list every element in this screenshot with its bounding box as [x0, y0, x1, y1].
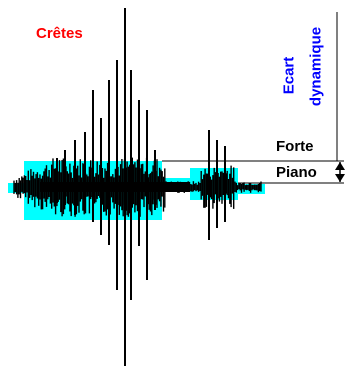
- waveform-core: [40, 182, 190, 192]
- piano-label: Piano: [276, 164, 317, 181]
- crests-label: Crêtes: [36, 25, 83, 42]
- dynamic-range-label-line1: Ecart: [280, 56, 298, 95]
- forte-label: Forte: [276, 138, 314, 155]
- dynamic-range-label-line2: dynamique: [307, 26, 325, 107]
- audio-waveform: [13, 8, 262, 366]
- level-arrow-up-head: [335, 162, 345, 170]
- level-arrow-down-head: [335, 174, 345, 182]
